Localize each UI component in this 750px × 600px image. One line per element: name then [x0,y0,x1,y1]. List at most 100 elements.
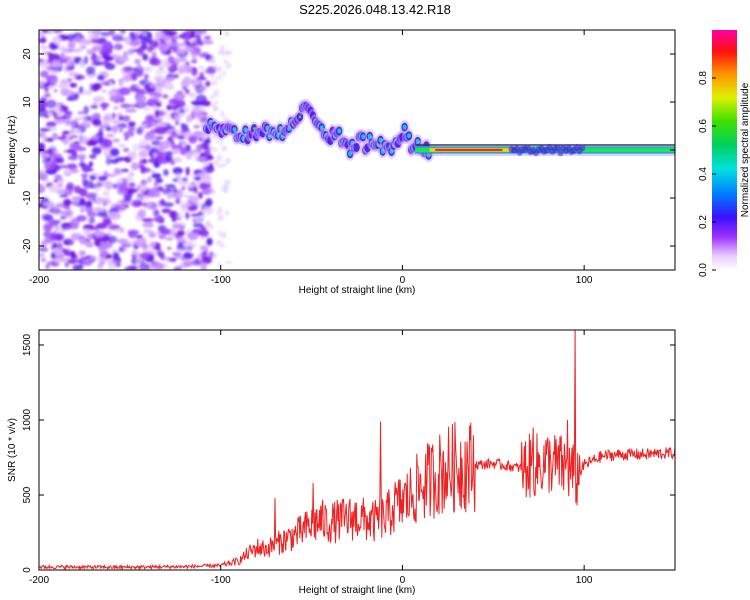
spectrogram-blob [173,74,179,79]
spectrogram-blob [45,99,57,109]
spectrogram-blob [173,266,183,270]
snr-frame [38,329,676,571]
spectrogram-blob [173,55,184,64]
spectrogram-blob [196,31,205,36]
spectrogram-blob [215,139,220,144]
spectrogram-blob [56,243,63,250]
spectrogram-blob [135,83,140,88]
spectrogram-blob [149,82,161,89]
spectrogram-blob [91,52,97,58]
x-tick-label: 100 [576,275,593,286]
spectrogram-blob [152,262,165,270]
spectrogram-blob [192,222,204,228]
x-tick-label: -100 [211,575,231,586]
spectrogram-blob [116,178,122,188]
spectrogram-blob [157,121,168,127]
spectrogram-blob [79,237,87,245]
spectrogram-blob [174,157,183,163]
spectrogram-blob [113,167,121,175]
spectrogram-blob [95,256,107,262]
ridge-core [232,127,237,133]
ridge-core [337,128,342,134]
spectrogram-blob [39,128,51,132]
spectrogram-blob [205,198,213,207]
spectrogram-blob [120,168,129,173]
spectrogram-blob [111,124,118,134]
spectrogram-blob [130,103,135,109]
spectrogram-blob [44,162,56,171]
spectrogram-blob [170,160,176,166]
spectrogram-blob [181,77,193,86]
colorbar-tick-label: 0.4 [698,167,709,181]
spectrogram-blob [167,45,179,50]
spectrogram-blob [165,157,172,162]
spectrogram-blob [64,261,70,268]
spectrogram-blob [142,32,148,37]
spectrogram-blob [209,225,214,230]
spectrogram-blob [70,128,75,134]
spectrogram-blob [196,136,208,140]
spectrogram-blob [137,45,149,51]
ridge-core [361,134,366,140]
spectrogram-blob [126,174,134,183]
spectrogram-blob [112,251,120,260]
spectrogram-blob [205,80,211,87]
spectrogram-blob [192,151,200,158]
spectrogram-blob [176,230,186,237]
spectrogram-blob [70,232,82,239]
spectrogram-blob [48,53,60,61]
spectrogram-blob [116,123,128,129]
spectrogram-blob [182,138,187,148]
spectrogram-blob [135,94,147,103]
spectrogram-blob [64,67,69,73]
spectrogram-blob [43,223,53,232]
spectrogram-blob [45,263,50,270]
spectrogram-blob [42,30,48,34]
spectrogram-blob [108,90,116,97]
spectrogram-blob [225,260,233,265]
spectrogram-blob [181,185,186,191]
spectrogram-blob [40,257,47,263]
ridge-band-red [435,148,503,152]
spectrogram-blob [116,238,129,244]
spectrogram-blob [84,168,95,172]
spectrogram-blob [49,203,56,209]
spectrogram-blob [39,184,46,193]
y-tick-label: 1500 [22,333,33,356]
spectrogram-blob [220,231,227,239]
spectrogram-blob [104,181,113,190]
y-tick-label: 0 [22,147,33,153]
spectrogram-blob [187,231,199,241]
spectrogram-blob [127,121,136,127]
spectrogram-blob [209,95,215,100]
spectrogram-blob [69,82,78,88]
spectrogram-ridge [201,99,675,163]
spectrogram-blob [185,166,190,176]
spectrogram-blob [225,210,230,216]
spectrogram-blob [141,242,148,250]
spectrogram-blob [164,184,176,188]
spectrogram-blob [217,230,221,236]
spectrogram-blob [154,178,163,183]
spectrogram-blob [88,161,94,167]
spectrogram-blob [118,87,131,96]
spectrogram-blob [139,182,148,192]
spectrogram-blob [39,37,47,44]
spectrogram-blob [162,202,174,208]
y-tick-label: 1000 [22,408,33,431]
spectrogram-blob [178,34,184,39]
spectrogram-blob [160,140,172,150]
spectrogram-blob [133,30,143,34]
spectrogram-blob [164,76,176,81]
spectrogram-blob [46,111,54,117]
spectrogram-blob [86,211,97,218]
spectrogram-blob [90,135,100,140]
spectrogram-blob [104,55,114,61]
spectrogram-blob [64,120,74,125]
spectrogram-blob [73,129,81,134]
spectrogram-blob [203,256,211,263]
spectrogram-blob [109,148,120,157]
spectrogram-blob [83,261,93,266]
spectrogram-blob [91,112,101,121]
